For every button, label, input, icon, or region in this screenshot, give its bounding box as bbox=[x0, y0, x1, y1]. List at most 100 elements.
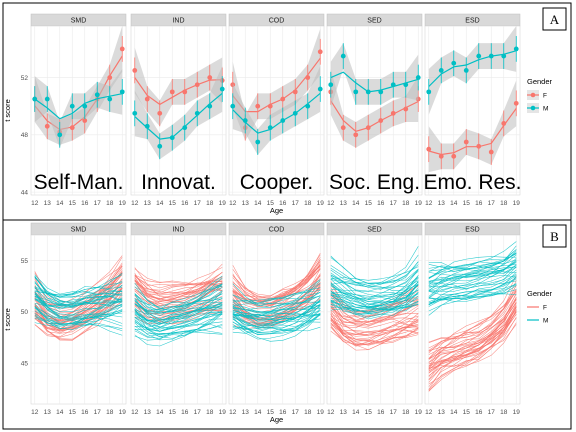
data-point-m bbox=[305, 103, 311, 109]
y-tick-label: 48 bbox=[21, 132, 29, 139]
trajectory-line-f bbox=[428, 289, 517, 343]
trajectory-line-f bbox=[428, 280, 517, 355]
trajectory-line-m bbox=[34, 282, 123, 298]
trajectory-line-m bbox=[134, 298, 223, 315]
x-tick-label: 19 bbox=[317, 200, 325, 207]
legend-title: Gender bbox=[527, 77, 553, 86]
x-tick-label: 17 bbox=[194, 409, 202, 416]
trajectory-line-f bbox=[428, 311, 517, 363]
trajectory-line-f bbox=[232, 259, 321, 304]
trajectory-line-m bbox=[134, 284, 223, 314]
x-tick-label: 15 bbox=[267, 200, 275, 207]
x-tick-label: 16 bbox=[279, 200, 287, 207]
trajectory-line-m bbox=[34, 272, 123, 303]
trajectory-line-m bbox=[134, 298, 223, 308]
facet-sed: SED 12 13 14 15 16 17 18 19 bbox=[326, 222, 423, 416]
data-point-f bbox=[255, 103, 261, 109]
trajectory-line-f bbox=[330, 302, 419, 333]
x-tick-label: 13 bbox=[438, 200, 446, 207]
trajectory-line-m bbox=[330, 304, 419, 312]
x-tick-label: 15 bbox=[69, 409, 77, 416]
trajectory-line-m bbox=[34, 290, 123, 319]
x-tick-label: 16 bbox=[475, 409, 483, 416]
trajectory-line-m bbox=[134, 317, 223, 332]
legend-key-point bbox=[530, 92, 536, 98]
panel-a-label: A bbox=[550, 12, 560, 27]
trajectory-line-f bbox=[330, 309, 419, 324]
trajectory-line-m bbox=[330, 284, 419, 305]
x-tick-label: 16 bbox=[377, 409, 385, 416]
data-point-m bbox=[353, 89, 359, 95]
trajectory-line-f bbox=[134, 274, 223, 287]
trajectory-line-f bbox=[428, 307, 517, 371]
data-point-f bbox=[292, 89, 298, 95]
data-point-m bbox=[476, 53, 482, 59]
data-point-f bbox=[305, 75, 311, 80]
trajectory-line-f bbox=[330, 327, 419, 345]
panel-a-badge: A bbox=[542, 7, 567, 31]
trajectory-line-m bbox=[34, 292, 123, 323]
trajectory-line-m bbox=[330, 274, 419, 297]
x-axis-title: Age bbox=[270, 206, 283, 215]
trajectory-line-f bbox=[428, 290, 517, 359]
trend-line-m bbox=[428, 50, 517, 87]
confidence-ribbon-m bbox=[330, 43, 419, 108]
facet-strip-label: SED bbox=[367, 227, 381, 234]
x-tick-label: 18 bbox=[402, 409, 410, 416]
x-tick-label: 16 bbox=[181, 200, 189, 207]
facet-strip-label: ESD bbox=[465, 18, 479, 25]
trend-line-f bbox=[34, 55, 123, 131]
trajectory-line-m bbox=[232, 295, 321, 306]
data-point-f bbox=[501, 120, 507, 126]
data-point-f bbox=[157, 110, 163, 116]
trajectory-line-m bbox=[428, 272, 517, 297]
x-axis-title: Age bbox=[270, 415, 283, 424]
trajectory-line-f bbox=[428, 285, 517, 343]
facet-overlay-label: Emo. Res. bbox=[423, 171, 521, 194]
x-tick-label: 14 bbox=[450, 200, 458, 207]
data-point-f bbox=[194, 82, 200, 88]
x-tick-label: 12 bbox=[131, 409, 139, 416]
panel-b-badge: B bbox=[542, 224, 567, 248]
x-tick-label: 14 bbox=[352, 409, 360, 416]
data-point-f bbox=[365, 125, 371, 131]
trajectory-line-m bbox=[134, 311, 223, 330]
y-tick-label: 55 bbox=[21, 258, 29, 265]
x-tick-label: 15 bbox=[169, 409, 177, 416]
data-point-m bbox=[194, 110, 200, 116]
x-tick-label: 14 bbox=[254, 409, 262, 416]
x-tick-label: 15 bbox=[69, 200, 77, 207]
trajectory-line-m bbox=[330, 284, 419, 308]
data-point-m bbox=[169, 135, 175, 141]
trajectory-line-m bbox=[134, 319, 223, 332]
data-point-m bbox=[32, 96, 38, 102]
trajectory-line-m bbox=[330, 277, 419, 292]
trajectory-line-m bbox=[134, 275, 223, 311]
data-point-f bbox=[207, 75, 213, 80]
trajectory-line-m bbox=[134, 313, 223, 330]
trajectory-line-m bbox=[134, 311, 223, 328]
x-tick-label: 18 bbox=[402, 200, 410, 207]
data-point-m bbox=[501, 53, 507, 59]
trajectory-line-m bbox=[232, 301, 321, 311]
trajectory-line-m bbox=[330, 276, 419, 306]
trajectory-line-f bbox=[34, 288, 123, 341]
data-point-f bbox=[82, 118, 88, 123]
x-tick-label: 12 bbox=[327, 409, 335, 416]
trajectory-line-m bbox=[34, 310, 123, 329]
facet-strip-label: ESD bbox=[465, 227, 479, 234]
x-tick-label: 17 bbox=[292, 200, 300, 207]
data-point-m bbox=[230, 103, 236, 109]
confidence-ribbon-f bbox=[232, 28, 321, 141]
data-point-f bbox=[44, 123, 50, 129]
y-tick-label: 52 bbox=[21, 75, 29, 82]
x-tick-label: 15 bbox=[365, 409, 373, 416]
trajectory-line-m bbox=[330, 287, 419, 314]
data-point-f bbox=[390, 110, 396, 116]
trajectory-line-f bbox=[134, 275, 223, 302]
legend-key-point bbox=[530, 105, 536, 111]
x-tick-label: 17 bbox=[488, 409, 496, 416]
trajectory-line-m bbox=[232, 301, 321, 320]
